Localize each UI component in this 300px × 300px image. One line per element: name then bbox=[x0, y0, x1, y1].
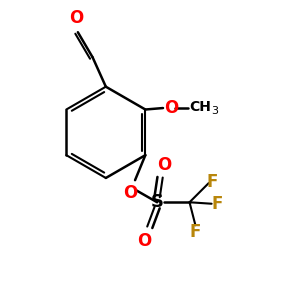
Text: O: O bbox=[164, 99, 179, 117]
Text: S: S bbox=[151, 193, 164, 211]
Text: O: O bbox=[124, 184, 138, 202]
Text: O: O bbox=[137, 232, 152, 250]
Text: F: F bbox=[207, 173, 218, 191]
Text: CH: CH bbox=[190, 100, 211, 114]
Text: O: O bbox=[158, 156, 172, 174]
Text: 3: 3 bbox=[211, 106, 218, 116]
Text: F: F bbox=[211, 195, 223, 213]
Text: F: F bbox=[189, 223, 200, 241]
Text: O: O bbox=[69, 9, 83, 27]
